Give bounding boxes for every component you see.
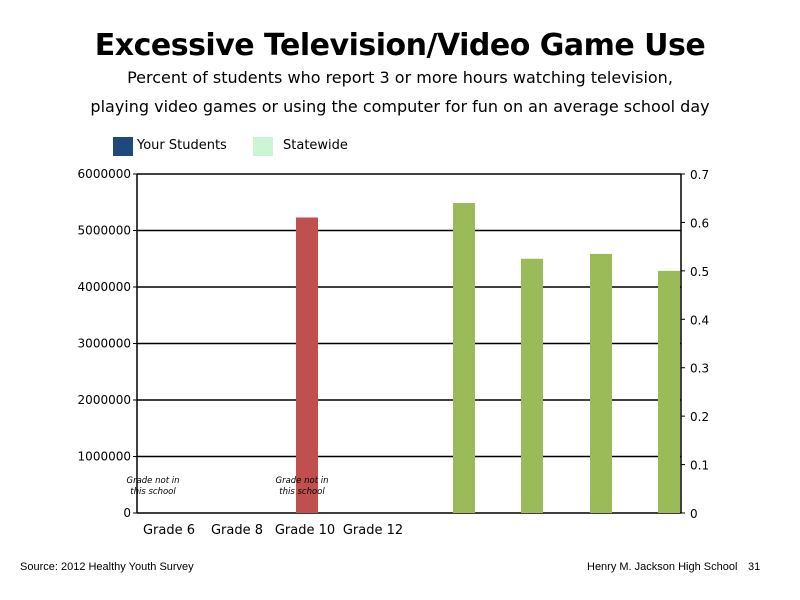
left-axis-tick-label: 2000000 <box>78 393 131 407</box>
right-axis-tick-label: 0.4 <box>690 313 709 327</box>
chart-subtitle-line1: Percent of students who report 3 or more… <box>127 68 673 87</box>
grade-not-in-school-note: this school <box>130 487 176 497</box>
right-axis-tick-label: 0.2 <box>690 410 709 424</box>
legend-swatch-your-students <box>113 137 133 156</box>
grade-not-in-school-note: this school <box>279 487 325 497</box>
legend-swatch-statewide <box>253 137 273 156</box>
right-axis-tick-label: 0.6 <box>690 216 709 230</box>
left-axis-tick-label: 0 <box>123 506 131 520</box>
right-axis-tick-label: 0.3 <box>690 362 709 376</box>
school-name: Henry M. Jackson High School <box>587 561 738 573</box>
page-number: 31 <box>748 561 761 573</box>
x-axis-category-label: Grade 12 <box>343 523 403 538</box>
right-axis-tick-label: 0 <box>690 507 698 521</box>
left-axis-tick-label: 6000000 <box>78 167 131 181</box>
chart-title: Excessive Television/Video Game Use <box>94 28 706 63</box>
bar-5 <box>658 270 680 513</box>
x-axis-category-label: Grade 10 <box>275 523 335 538</box>
bar-4 <box>590 253 612 513</box>
left-axis-tick-label: 4000000 <box>78 280 131 294</box>
bar-2 <box>453 203 475 514</box>
left-axis-tick-label: 5000000 <box>78 224 131 238</box>
x-axis-category-label: Grade 6 <box>143 523 195 538</box>
legend-label-your-students: Your Students <box>137 138 227 153</box>
x-axis-category-label: Grade 8 <box>211 523 263 538</box>
grade-not-in-school-note: Grade not in <box>276 476 329 486</box>
legend-label-statewide: Statewide <box>283 138 348 153</box>
source-note: Source: 2012 Healthy Youth Survey <box>20 561 194 573</box>
left-axis-tick-label: 1000000 <box>78 450 131 464</box>
bar-1 <box>296 217 318 513</box>
bar-3 <box>521 258 543 513</box>
left-axis-tick-label: 3000000 <box>78 337 131 351</box>
right-axis-tick-label: 0.7 <box>690 168 709 182</box>
chart-subtitle-line2: playing video games or using the compute… <box>90 97 710 116</box>
right-axis-tick-label: 0.5 <box>690 265 709 279</box>
grade-not-in-school-note: Grade not in <box>127 476 180 486</box>
right-axis-tick-label: 0.1 <box>690 459 709 473</box>
